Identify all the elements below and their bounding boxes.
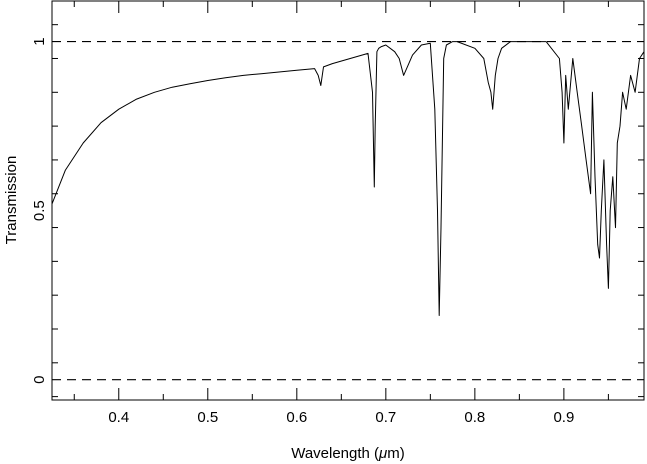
plot-frame: [51, 0, 645, 401]
x-tick-label: 0.9: [553, 409, 574, 426]
x-tick-label: 0.5: [197, 409, 218, 426]
y-tick-label: 1: [31, 37, 48, 45]
x-tick-label: 0.8: [464, 409, 485, 426]
y-tick-label: 0: [31, 376, 48, 384]
x-tick-label: 0.6: [286, 409, 307, 426]
y-axis-label: Transmission: [3, 156, 20, 245]
reference-lines: [52, 40, 644, 381]
x-tick-label: 0.4: [108, 409, 129, 426]
series-line-0: [51, 41, 645, 316]
y-axis-ticks: 00.51: [31, 24, 644, 398]
x-axis-ticks: 0.4 0.5 0.6 0.7 0.8 0.9: [73, 1, 609, 426]
x-axis-label: Wavelength (μm): [291, 445, 405, 462]
y-tick-label: 0.5: [31, 200, 48, 221]
x-tick-label: 0.7: [375, 409, 396, 426]
transmission-series: [51, 41, 645, 316]
